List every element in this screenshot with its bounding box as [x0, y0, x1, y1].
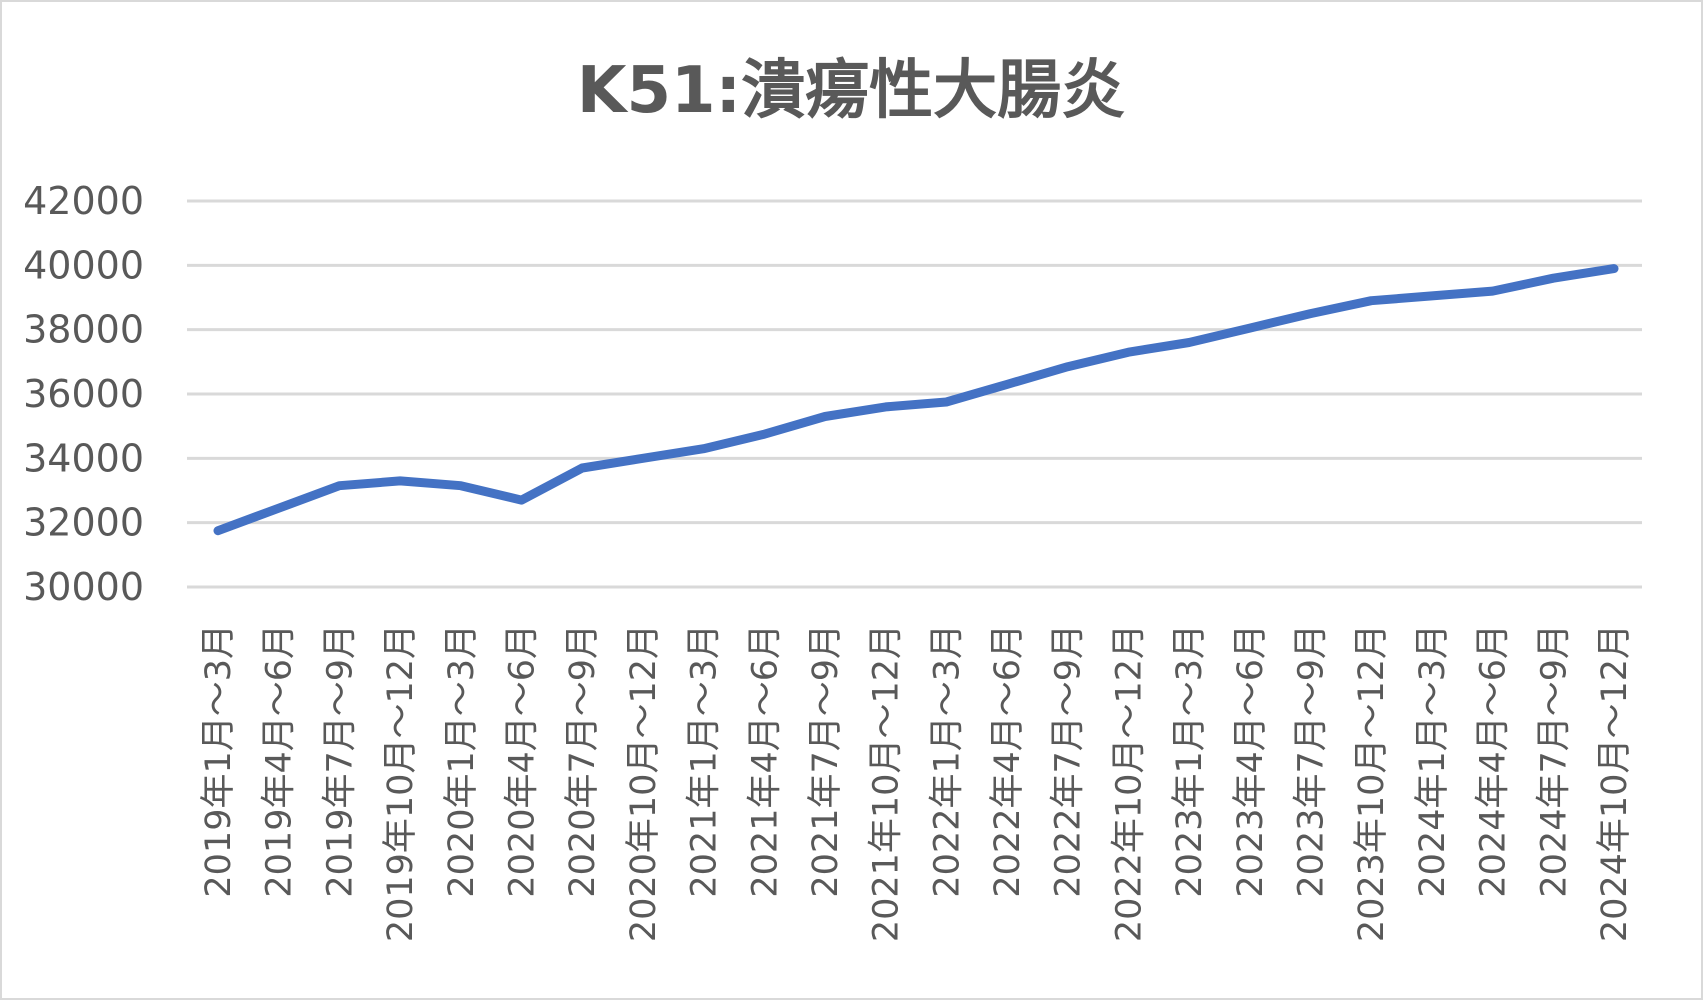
y-tick-label: 32000 — [23, 501, 144, 545]
x-tick-label: 2021年1月～3月 — [685, 624, 725, 898]
y-axis-ticks: 30000 32000 34000 36000 38000 40000 42000 — [23, 179, 144, 609]
series-line — [213, 264, 1619, 536]
x-tick-label: 2021年4月～6月 — [745, 624, 785, 898]
x-tick-label: 2023年4月～6月 — [1231, 624, 1271, 898]
x-tick-label: 2019年7月～9月 — [320, 624, 360, 898]
chart-title: K51:潰瘍性大腸炎 — [577, 54, 1125, 128]
x-tick-label: 2022年4月～6月 — [988, 624, 1028, 898]
series-layer — [213, 264, 1619, 536]
x-tick-label: 2023年1月～3月 — [1170, 624, 1210, 898]
y-tick-label: 34000 — [23, 436, 144, 480]
y-tick-label: 30000 — [23, 565, 144, 609]
x-tick-label: 2019年10月～12月 — [381, 624, 421, 942]
x-tick-label: 2020年4月～6月 — [502, 624, 542, 898]
x-axis-ticks: 2019年1月～3月 2019年4月～6月 2019年7月～9月 2019年10月～1… — [199, 624, 1635, 942]
x-tick-label: 2020年1月～3月 — [442, 624, 482, 898]
x-tick-label: 2022年1月～3月 — [927, 624, 967, 898]
x-tick-label: 2024年7月～9月 — [1534, 624, 1574, 898]
x-tick-label: 2023年10月～12月 — [1352, 624, 1392, 942]
x-tick-label: 2020年7月～9月 — [563, 624, 603, 898]
y-tick-label: 36000 — [23, 372, 144, 416]
x-tick-label: 2019年4月～6月 — [260, 624, 300, 898]
x-tick-label: 2024年1月～3月 — [1413, 624, 1453, 898]
x-tick-label: 2021年10月～12月 — [867, 624, 907, 942]
x-tick-label: 2024年10月～12月 — [1595, 624, 1635, 942]
x-tick-label: 2020年10月～12月 — [624, 624, 664, 942]
x-tick-label: 2019年1月～3月 — [199, 624, 239, 898]
y-tick-label: 38000 — [23, 308, 144, 352]
x-tick-label: 2024年4月～6月 — [1474, 624, 1514, 898]
x-tick-label: 2021年7月～9月 — [806, 624, 846, 898]
x-tick-label: 2022年7月～9月 — [1049, 624, 1089, 898]
gridlines — [187, 199, 1642, 589]
x-tick-label: 2022年10月～12月 — [1109, 624, 1149, 942]
y-tick-label: 42000 — [23, 179, 144, 223]
y-tick-label: 40000 — [23, 243, 144, 287]
x-tick-label: 2023年7月～9月 — [1292, 624, 1332, 898]
